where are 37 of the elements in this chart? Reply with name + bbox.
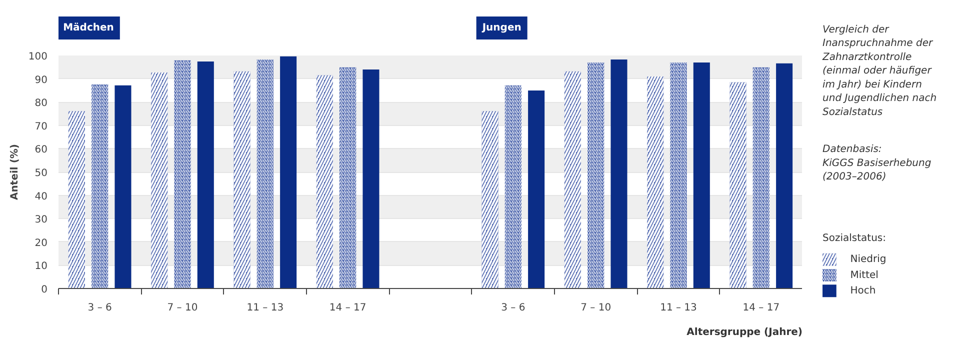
- text: Vergleich der Inanspruchnahme der Zahnarztkontrolle (einmal oder häufiger im Jahr) bei Kindern und Jugendlichen nach Sozialstatus: [822, 24, 937, 118]
- x-tick-label: 11 – 13: [246, 302, 284, 314]
- x-tick-label: 14 – 17: [329, 302, 366, 314]
- bar: [197, 62, 214, 288]
- x-tick-label: 3 – 6: [501, 302, 526, 314]
- text: Datenbasis: KiGGS Basiserhebung (2003–2006): [822, 144, 932, 183]
- y-tick-label: 10: [34, 261, 48, 272]
- legend-label: Hoch: [850, 285, 876, 296]
- legend-label: Niedrig: [850, 254, 886, 266]
- bar: [280, 56, 297, 288]
- y-tick-label: 20: [34, 238, 48, 249]
- bar: [693, 62, 710, 288]
- bar: [114, 85, 132, 288]
- x-tick-label: 7 – 10: [167, 302, 198, 314]
- y-tick-label: 0: [41, 284, 48, 296]
- x-tick-label: 7 – 10: [580, 302, 612, 314]
- y-tick-label: 90: [34, 74, 48, 86]
- bar: [362, 69, 380, 288]
- y-tick-label: 70: [34, 121, 48, 132]
- y-tick-label: 40: [34, 191, 48, 202]
- x-tick-label: 14 – 17: [742, 302, 780, 314]
- bar: [610, 59, 628, 288]
- bar: [776, 63, 793, 288]
- y-tick-label: 60: [34, 144, 48, 156]
- y-axis-title: Anteil (%): [9, 144, 20, 200]
- bar: [528, 90, 545, 288]
- y-tick-label: 80: [34, 98, 48, 110]
- legend-label: Mittel: [850, 270, 878, 281]
- y-tick-label: 30: [34, 214, 48, 226]
- text: Jungen: [481, 22, 522, 34]
- y-tick-label: 100: [28, 52, 48, 62]
- text: Mädchen: [63, 22, 114, 34]
- y-tick-label: 50: [34, 168, 48, 179]
- x-tick-label: 11 – 13: [660, 302, 697, 314]
- x-tick-label: 3 – 6: [88, 302, 112, 314]
- legend-title: Sozialstatus:: [822, 233, 886, 244]
- x-axis-title: Altersgruppe (Jahre): [686, 327, 803, 338]
